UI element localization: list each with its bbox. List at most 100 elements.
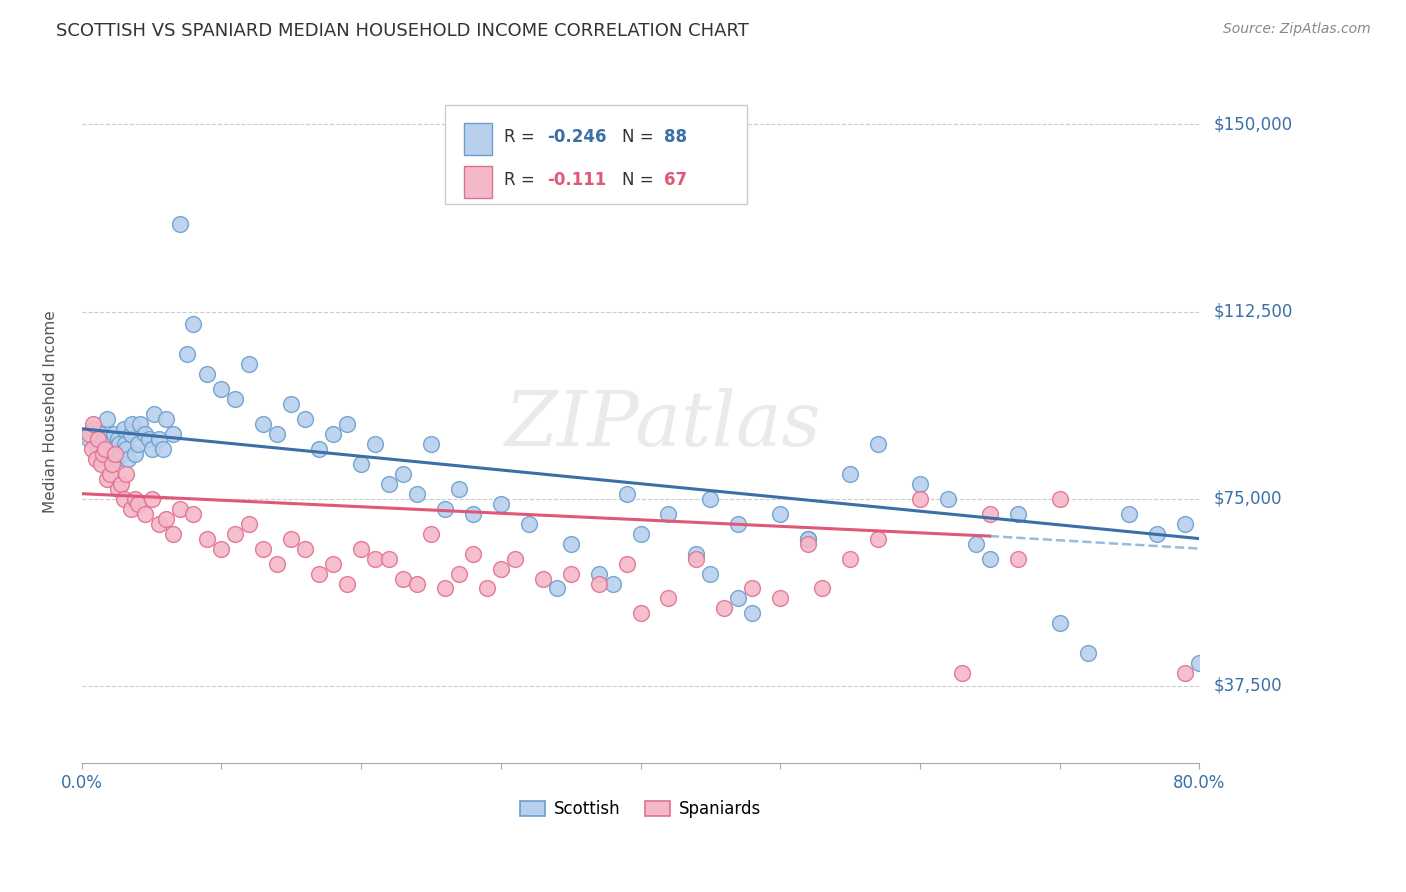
Point	[908, 476, 931, 491]
Text: N =: N =	[621, 171, 658, 189]
Point	[98, 437, 121, 451]
Point	[115, 467, 138, 481]
Point	[89, 426, 111, 441]
FancyBboxPatch shape	[464, 166, 492, 198]
Point	[141, 491, 163, 506]
Text: $37,500: $37,500	[1213, 677, 1282, 695]
Point	[101, 447, 124, 461]
Point	[294, 412, 316, 426]
Point	[1188, 657, 1211, 671]
Point	[461, 507, 484, 521]
Point	[546, 582, 568, 596]
Point	[117, 451, 139, 466]
Point	[588, 566, 610, 581]
Point	[209, 382, 232, 396]
Point	[82, 417, 104, 431]
Text: $75,000: $75,000	[1213, 490, 1282, 508]
Point	[112, 422, 135, 436]
Point	[224, 526, 246, 541]
Point	[936, 491, 959, 506]
Point	[965, 536, 987, 550]
Point	[797, 532, 820, 546]
Point	[162, 526, 184, 541]
Point	[124, 491, 146, 506]
Point	[489, 561, 512, 575]
Point	[657, 591, 679, 606]
Point	[685, 551, 707, 566]
Point	[141, 442, 163, 456]
Point	[134, 507, 156, 521]
Point	[797, 532, 820, 546]
Point	[1118, 507, 1140, 521]
Y-axis label: Median Household Income: Median Household Income	[44, 310, 58, 513]
Point	[121, 417, 143, 431]
Point	[120, 501, 142, 516]
Point	[350, 541, 373, 556]
Point	[866, 532, 889, 546]
Point	[1049, 491, 1071, 506]
Point	[322, 557, 344, 571]
Point	[96, 412, 118, 426]
Point	[560, 566, 582, 581]
Point	[364, 437, 387, 451]
Point	[87, 432, 110, 446]
Point	[1174, 666, 1197, 681]
Point	[224, 392, 246, 406]
Point	[433, 582, 456, 596]
Point	[84, 451, 107, 466]
Point	[280, 397, 302, 411]
Point	[197, 367, 219, 381]
Point	[979, 551, 1001, 566]
Point	[148, 516, 170, 531]
Point	[420, 437, 443, 451]
Point	[115, 442, 138, 456]
Point	[741, 582, 763, 596]
Point	[238, 516, 260, 531]
Point	[110, 447, 132, 461]
Point	[93, 432, 115, 446]
Point	[616, 486, 638, 500]
Point	[308, 442, 330, 456]
Point	[433, 501, 456, 516]
Point	[104, 447, 127, 461]
Point	[447, 566, 470, 581]
Point	[378, 551, 401, 566]
Point	[252, 541, 274, 556]
Text: R =: R =	[505, 128, 540, 146]
Point	[169, 501, 191, 516]
Point	[1174, 516, 1197, 531]
Point	[406, 486, 429, 500]
Point	[152, 442, 174, 456]
Point	[162, 426, 184, 441]
Point	[238, 357, 260, 371]
Point	[252, 417, 274, 431]
Text: SCOTTISH VS SPANIARD MEDIAN HOUSEHOLD INCOME CORRELATION CHART: SCOTTISH VS SPANIARD MEDIAN HOUSEHOLD IN…	[56, 22, 749, 40]
Point	[420, 526, 443, 541]
Point	[1146, 526, 1168, 541]
Point	[517, 516, 540, 531]
Point	[699, 491, 721, 506]
Point	[183, 317, 205, 331]
Point	[630, 607, 652, 621]
Point	[1077, 646, 1099, 660]
Point	[1049, 616, 1071, 631]
FancyBboxPatch shape	[444, 105, 747, 204]
Text: ZIPatlas: ZIPatlas	[505, 388, 821, 462]
Point	[727, 516, 749, 531]
Point	[127, 437, 149, 451]
Point	[97, 451, 120, 466]
Text: $150,000: $150,000	[1213, 115, 1292, 134]
Text: -0.246: -0.246	[547, 128, 606, 146]
Point	[104, 442, 127, 456]
Point	[769, 507, 792, 521]
Point	[811, 582, 834, 596]
Point	[82, 422, 104, 436]
Point	[685, 547, 707, 561]
Point	[103, 426, 125, 441]
Point	[114, 437, 136, 451]
Text: -0.111: -0.111	[547, 171, 606, 189]
Text: R =: R =	[505, 171, 540, 189]
Point	[475, 582, 498, 596]
Point	[699, 566, 721, 581]
Point	[101, 457, 124, 471]
